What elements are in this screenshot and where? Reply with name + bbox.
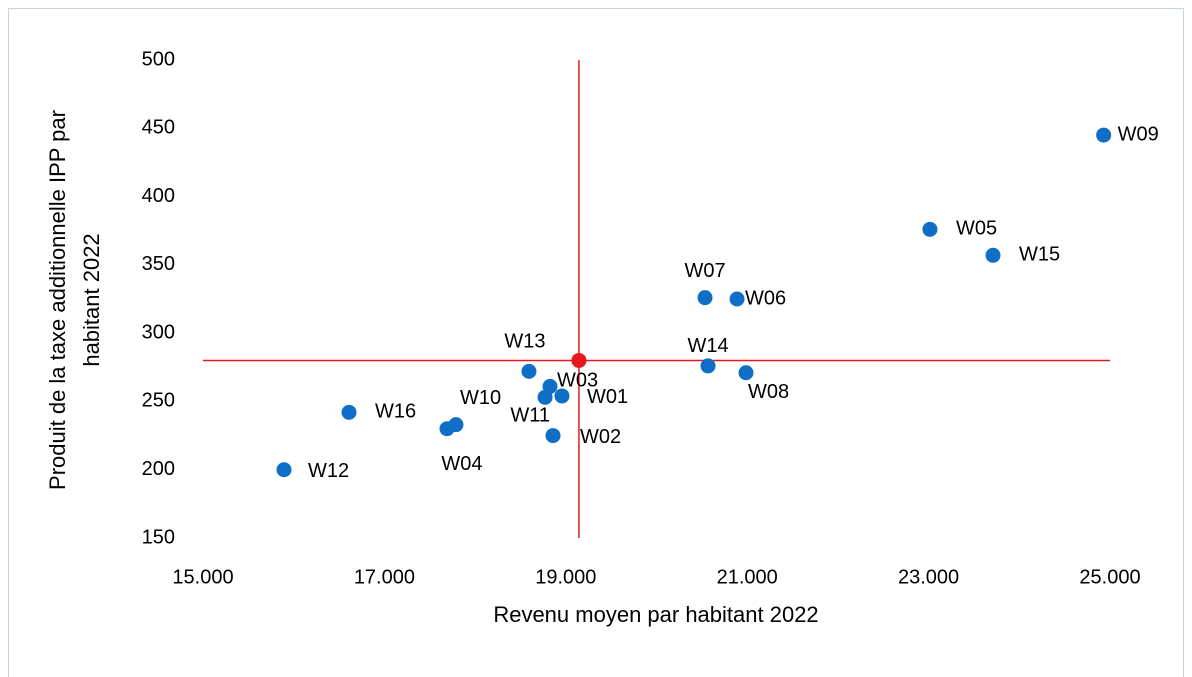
point — [341, 404, 357, 420]
point — [276, 462, 292, 478]
point-label: W12 — [308, 460, 349, 482]
x-axis-title: Revenu moyen par habitant 2022 — [493, 602, 818, 627]
point — [700, 358, 716, 374]
point — [738, 365, 754, 381]
point-label: W05 — [956, 218, 997, 240]
y-tick-label: 300 — [142, 321, 175, 343]
point — [554, 388, 570, 404]
point — [1096, 127, 1112, 143]
point — [729, 291, 745, 307]
point-label: W02 — [580, 426, 621, 448]
point-label: W01 — [587, 386, 628, 408]
point — [439, 421, 455, 437]
y-tick-label: 450 — [142, 117, 175, 139]
point — [537, 389, 553, 405]
x-tick-label: 15.000 — [172, 566, 233, 588]
point — [545, 428, 561, 444]
point-label: W09 — [1118, 123, 1159, 145]
point — [985, 247, 1001, 263]
point — [697, 290, 713, 306]
y-tick-label: 500 — [142, 48, 175, 70]
y-tick-label: 150 — [142, 526, 175, 548]
point-label: W07 — [684, 260, 725, 282]
x-tick-label: 25.000 — [1079, 566, 1140, 588]
point — [922, 221, 938, 237]
x-tick-label: 19.000 — [535, 566, 596, 588]
point-label: W14 — [687, 335, 728, 357]
point-label: W15 — [1019, 244, 1060, 266]
point-label: W16 — [375, 401, 416, 423]
x-tick-label: 17.000 — [354, 566, 415, 588]
y-tick-label: 250 — [142, 390, 175, 412]
point — [521, 363, 537, 379]
y-axis-title: Produit de la taxe additionnelle IPP par… — [45, 110, 104, 490]
y-tick-label: 200 — [142, 458, 175, 480]
point-label: W10 — [460, 387, 501, 409]
point-label: W08 — [748, 381, 789, 403]
point-label: W11 — [510, 405, 550, 427]
point-label: W06 — [745, 287, 786, 309]
x-tick-label: 23.000 — [898, 566, 959, 588]
point-label: W04 — [441, 453, 482, 475]
point-label: W13 — [504, 331, 545, 353]
y-tick-label: 350 — [142, 253, 175, 275]
x-tick-label: 21.000 — [717, 566, 778, 588]
point-label: W03 — [557, 370, 598, 392]
chart-border — [8, 8, 1184, 677]
mean-point — [571, 352, 587, 368]
y-tick-label: 400 — [142, 185, 175, 207]
